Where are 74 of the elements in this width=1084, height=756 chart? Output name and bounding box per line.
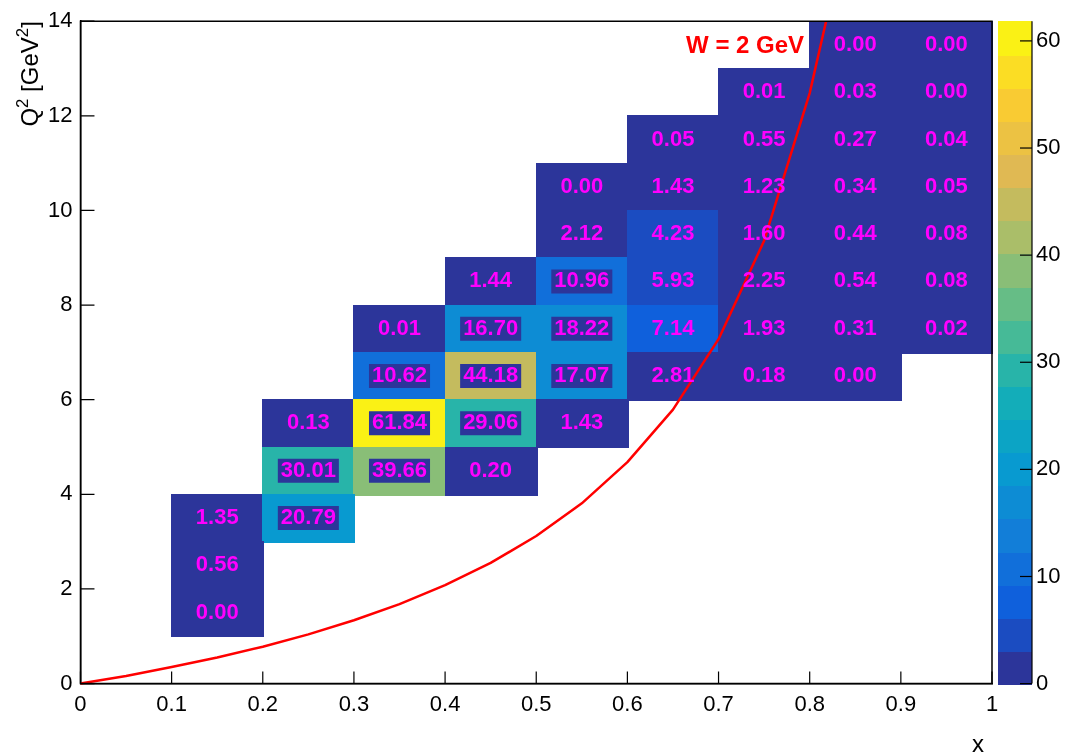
- data-label: 5.93: [651, 267, 695, 293]
- data-label: 4.23: [651, 220, 695, 246]
- y-tick-label: 4: [60, 480, 73, 506]
- color-bar-label: 40: [1036, 241, 1061, 267]
- data-label: 0.00: [195, 598, 239, 624]
- data-label: 7.14: [651, 314, 696, 340]
- data-label: 0.08: [925, 267, 968, 293]
- data-label: 2.81: [651, 362, 695, 388]
- series-label: W = 2 GeV: [686, 30, 805, 58]
- y-tick-label: 14: [47, 7, 73, 33]
- data-label: 0.55: [742, 125, 786, 151]
- data-label: 0.34: [833, 172, 878, 198]
- data-label: 0.31: [833, 314, 877, 340]
- data-label: 2.12: [560, 220, 604, 246]
- data-label: 30.01: [280, 456, 336, 482]
- x-tick-label: 0.7: [703, 690, 734, 716]
- x-axis-title: x: [972, 730, 984, 756]
- data-label: 0.08: [925, 220, 968, 246]
- data-label: 17.07: [554, 362, 610, 388]
- data-label: 1.43: [651, 172, 695, 198]
- x-tick-label: 1: [985, 690, 999, 716]
- y-tick-label: 2: [60, 575, 73, 601]
- data-label: 1.44: [469, 267, 513, 293]
- x-tick-label: 0.4: [429, 690, 461, 716]
- x-tick-label: 0.1: [156, 690, 187, 716]
- data-label: 29.06: [463, 409, 519, 435]
- data-label: 16.70: [463, 314, 519, 340]
- data-label: 61.84: [371, 409, 428, 435]
- data-label: 1.93: [742, 314, 786, 340]
- data-label: 10.62: [371, 362, 428, 388]
- y-tick-label: 10: [47, 196, 73, 222]
- data-label: 18.22: [554, 314, 610, 340]
- data-label: 0.54: [833, 267, 878, 293]
- data-label: 0.03: [833, 78, 877, 104]
- y-axis-title: Q2 [GeV2]: [13, 21, 43, 127]
- data-label: 0.00: [925, 30, 968, 56]
- y-tick-label: 0: [60, 669, 73, 695]
- data-label: 20.79: [280, 504, 336, 530]
- data-label: 0.00: [560, 172, 604, 198]
- data-label: 0.00: [833, 362, 877, 388]
- y-tick-label: 12: [47, 101, 73, 127]
- data-label: 0.01: [742, 78, 786, 104]
- data-label: 44.18: [463, 362, 519, 388]
- x-tick-label: 0.2: [247, 690, 279, 716]
- data-label: 1.43: [560, 409, 604, 435]
- data-label: 0.27: [833, 125, 877, 151]
- color-bar-label: 20: [1036, 455, 1061, 481]
- data-label: 1.35: [195, 504, 239, 530]
- y-tick-label: 8: [60, 291, 73, 317]
- data-label: 10.96: [554, 267, 610, 293]
- data-label: 39.66: [371, 456, 428, 482]
- color-bar-label: 30: [1036, 348, 1061, 374]
- data-label: 0.56: [195, 551, 239, 577]
- data-label: 0.05: [925, 172, 968, 198]
- y-tick-label: 6: [60, 385, 73, 411]
- x-tick-label: 0.9: [885, 690, 917, 716]
- x-tick-label: 0.8: [794, 690, 825, 716]
- color-bar-label: 60: [1036, 26, 1061, 52]
- x-tick-label: 0.6: [612, 690, 643, 716]
- x-tick-label: 0.3: [338, 690, 370, 716]
- color-bar-label: 50: [1036, 134, 1061, 160]
- x-tick-label: 0.5: [520, 690, 552, 716]
- data-label: 0.13: [286, 409, 330, 435]
- data-label: 0.02: [925, 314, 968, 340]
- color-bar-label: 0: [1036, 669, 1049, 695]
- color-bar-label: 10: [1036, 562, 1061, 588]
- data-label: 0.00: [925, 78, 968, 104]
- data-label: 0.20: [469, 456, 513, 482]
- data-label: 0.04: [925, 125, 969, 151]
- data-label: 0.44: [833, 220, 878, 246]
- data-label: 0.18: [742, 362, 786, 388]
- data-label: 0.05: [651, 125, 695, 151]
- data-label: 0.01: [378, 314, 421, 340]
- data-label: 0.00: [833, 30, 877, 56]
